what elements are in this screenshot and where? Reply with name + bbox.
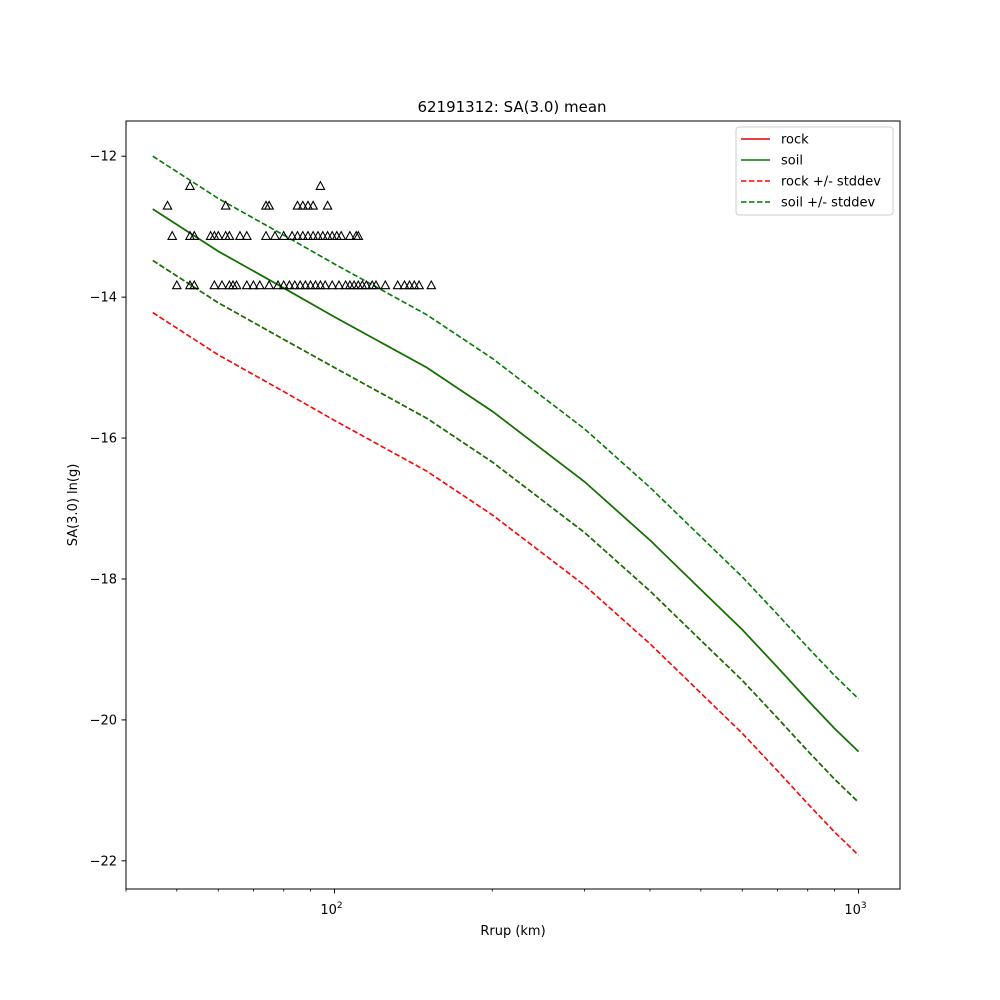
observation-marker [348, 279, 360, 290]
legend-label: rock [781, 133, 809, 148]
observation-marker [320, 279, 331, 290]
observation-marker [248, 279, 259, 290]
observation-marker [297, 200, 308, 210]
observation-marker [336, 230, 347, 240]
y-tick-label: −22 [90, 854, 117, 869]
observation-marker [426, 279, 437, 290]
series-line-2 [152, 259, 860, 803]
legend-label: rock +/- stddev [781, 175, 881, 190]
observation-marker [278, 230, 289, 240]
series-line-0 [152, 208, 860, 753]
observation-marker [234, 230, 246, 240]
observation-marker [413, 279, 425, 290]
observation-marker [184, 180, 196, 190]
observation-marker [302, 230, 314, 240]
y-axis-label: SA(3.0) ln(g) [66, 464, 81, 547]
observation-marker [315, 180, 326, 190]
series-line-4 [152, 155, 860, 700]
observation-marker [213, 230, 224, 240]
plot-area [152, 155, 860, 856]
observation-marker [370, 279, 382, 290]
observation-marker [254, 279, 265, 290]
observation-marker [302, 200, 314, 210]
observation-marker [300, 279, 311, 290]
series-line-5 [152, 259, 860, 803]
y-tick-label: −12 [90, 150, 117, 165]
observation-marker [305, 279, 316, 290]
x-axis-label: Rrup (km) [480, 924, 545, 939]
observation-marker [189, 279, 200, 290]
observation-marker [231, 279, 242, 290]
observation-marker [269, 230, 281, 240]
y-tick-label: −20 [90, 713, 117, 728]
legend-entries: rock soil rock +/- stddev soil +/- stddev [741, 133, 881, 211]
observation-marker [344, 230, 356, 240]
observation-marker [286, 230, 298, 240]
y-tick-label: −18 [90, 572, 117, 587]
observation-marker [216, 279, 228, 290]
observation-marker [307, 230, 319, 240]
observation-marker [361, 279, 372, 290]
observation-marker [344, 279, 356, 290]
observation-marker [322, 200, 333, 210]
observation-marker [292, 230, 303, 240]
observation-marker [263, 279, 275, 290]
observation-marker [224, 230, 235, 240]
observation-marker [380, 279, 391, 290]
observation-marker [292, 200, 303, 210]
observation-marker [289, 279, 300, 290]
observation-marker [307, 200, 319, 210]
legend-label: soil [781, 154, 803, 169]
y-axis: −12 −14 −16 −18 −20 −22 [90, 150, 126, 869]
observation-marker [284, 279, 295, 290]
observation-marker [263, 200, 275, 210]
x-tick-label: 102 [320, 901, 342, 918]
observation-marker [220, 200, 231, 210]
observation-marker [333, 279, 345, 290]
plot-frame [125, 120, 901, 890]
observation-marker [353, 230, 364, 240]
observation-marker [241, 279, 252, 290]
observation-marker [162, 200, 173, 210]
observation-marker [171, 279, 182, 290]
legend-label: soil +/- stddev [781, 196, 876, 211]
series-line-3 [152, 311, 860, 856]
observation-marker [209, 279, 220, 290]
observation-marker [272, 279, 284, 290]
observation-marker [297, 230, 308, 240]
chart-title: 62191312: SA(3.0) mean [417, 98, 606, 116]
observation-marker [399, 279, 410, 290]
observation-marker [167, 230, 178, 240]
observation-marker [278, 279, 289, 290]
observation-marker [295, 279, 306, 290]
legend: rock soil rock +/- stddev soil +/- stddev [735, 126, 894, 216]
legend-box [735, 126, 894, 216]
observation-marker [241, 230, 252, 240]
observation-marker [260, 230, 272, 240]
observation-marker [327, 279, 338, 290]
observation-marker [392, 279, 403, 290]
observation-marker [310, 279, 321, 290]
x-axis: 102 103 [125, 889, 867, 918]
y-tick-label: −16 [90, 432, 117, 447]
series-line-1 [152, 208, 860, 753]
x-tick-label: 103 [844, 901, 866, 918]
observation-marker [189, 230, 200, 240]
y-tick-label: −14 [90, 291, 117, 306]
